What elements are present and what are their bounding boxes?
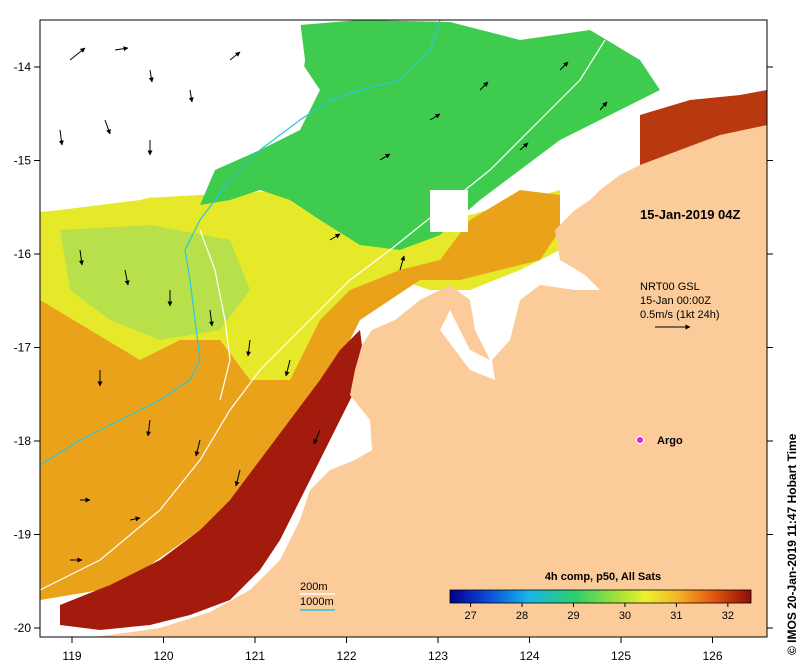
argo-float-marker[interactable] <box>636 436 644 444</box>
current-arrow <box>399 255 406 271</box>
current-arrow <box>229 51 241 61</box>
contour-legend-1000m: 1000m <box>300 596 334 608</box>
plot-frame <box>39 19 768 638</box>
contour-legend-200m: 200m <box>300 581 328 593</box>
current-arrow <box>329 233 341 241</box>
current-arrow <box>69 47 86 61</box>
current-arrow <box>234 469 241 487</box>
current-arrow <box>284 359 291 377</box>
current-info-line: 0.5m/s (1kt 24h) <box>640 309 719 321</box>
current-arrow <box>114 46 129 52</box>
colorbar-tick-label: 29 <box>567 610 579 622</box>
current-vectors <box>58 46 608 563</box>
colorbar-title: 4h comp, p50, All Sats <box>545 571 661 583</box>
credit-label: © IMOS 20-Jan-2019 11:47 Hobart Time <box>785 433 799 655</box>
current-info: NRT00 GSL 15-Jan 00:00Z 0.5m/s (1kt 24h) <box>640 281 719 321</box>
y-tick-label: -19 <box>14 528 32 542</box>
ocean-hot-band <box>60 330 365 630</box>
current-arrow <box>146 419 152 437</box>
colorbar-gradient <box>449 589 752 604</box>
x-tick-label: 125 <box>611 649 631 663</box>
current-info-line: NRT00 GSL <box>640 281 700 293</box>
x-axis-ticks: 119 120 121 122 123 124 125 126 <box>62 637 723 663</box>
colorbar-tick-label: 27 <box>464 610 476 622</box>
current-arrow <box>599 101 608 111</box>
contour-1000m <box>40 20 441 466</box>
ocean-lightgreen-patch <box>60 225 250 340</box>
colorbar: 4h comp, p50, All Sats 27 28 29 30 31 32 <box>449 571 752 622</box>
current-arrow <box>208 309 214 327</box>
x-tick-label: 120 <box>153 649 173 663</box>
contour-legend: 200m 1000m <box>300 581 335 611</box>
current-arrow <box>429 113 441 121</box>
y-tick-label: -18 <box>14 434 32 448</box>
current-arrow <box>104 119 111 135</box>
argo-label: Argo <box>657 435 683 447</box>
ocean-hot-northeast <box>640 90 767 170</box>
x-tick-label: 126 <box>702 649 722 663</box>
x-tick-label: 121 <box>245 649 265 663</box>
current-arrow <box>194 439 201 457</box>
colorbar-tick-label: 28 <box>516 610 528 622</box>
current-info-line: 15-Jan 00:00Z <box>640 295 711 307</box>
ocean-green-band <box>200 20 660 250</box>
colorbar-tick-label: 32 <box>722 610 734 622</box>
cloud-patch <box>430 190 468 232</box>
timestamp-label: 15-Jan-2019 04Z <box>640 207 741 222</box>
current-arrow <box>479 81 489 91</box>
australia-land <box>95 20 767 637</box>
current-arrow <box>129 516 141 522</box>
current-arrow <box>379 153 391 161</box>
x-tick-label: 124 <box>519 649 539 663</box>
contour-200m-north <box>199 229 231 401</box>
y-tick-label: -16 <box>14 247 32 261</box>
current-arrow <box>519 142 529 151</box>
current-arrow <box>559 61 569 71</box>
y-tick-label: -20 <box>14 621 32 635</box>
y-tick-label: -17 <box>14 341 32 355</box>
y-tick-label: -14 <box>14 60 32 74</box>
colorbar-tick-label: 30 <box>619 610 631 622</box>
y-tick-label: -15 <box>14 154 32 168</box>
current-arrow <box>188 89 194 103</box>
current-arrow <box>246 339 252 357</box>
cloud-patch-north <box>660 30 767 80</box>
colorbar-ticks: 27 28 29 30 31 32 <box>464 603 734 622</box>
colorbar-tick-label: 31 <box>670 610 682 622</box>
y-axis-ticks: -14 -15 -16 -17 -18 -19 -20 <box>14 60 773 635</box>
x-tick-label: 123 <box>428 649 448 663</box>
current-arrow <box>124 269 130 286</box>
current-arrow <box>58 129 64 146</box>
current-arrow <box>148 69 154 83</box>
contour-200m <box>40 39 606 591</box>
current-arrow <box>78 249 84 266</box>
cloud-gap <box>40 20 305 212</box>
x-tick-label: 119 <box>62 649 81 663</box>
x-tick-label: 122 <box>336 649 356 663</box>
current-arrow <box>313 429 321 445</box>
